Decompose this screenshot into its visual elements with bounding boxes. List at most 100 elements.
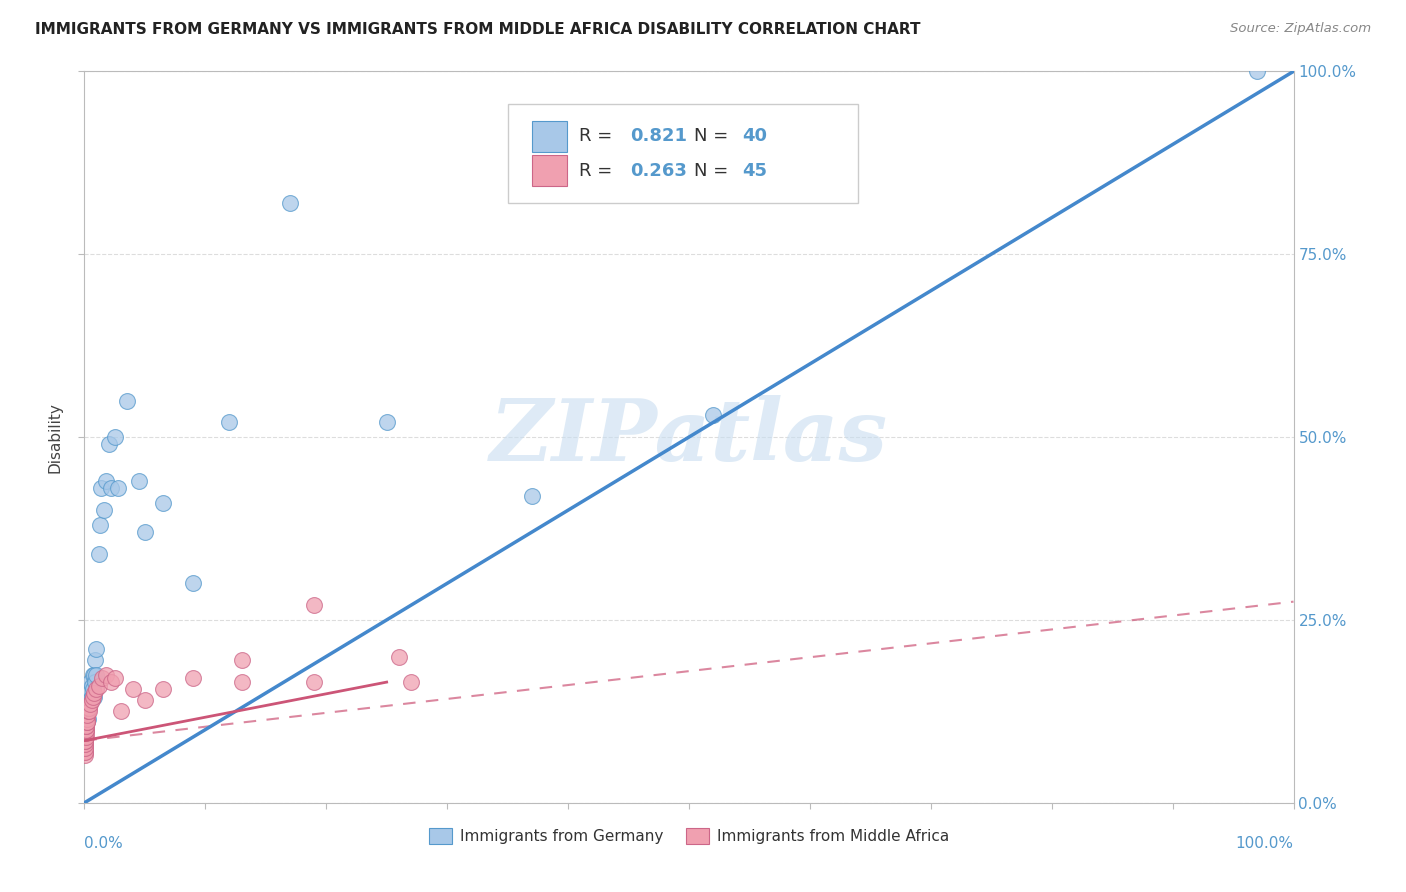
- Point: [110, 705, 132, 719]
- Point: [82, 690, 104, 704]
- Point: [75, 730, 97, 744]
- Text: 0.821: 0.821: [630, 128, 686, 145]
- Point: [218, 416, 240, 430]
- Text: Source: ZipAtlas.com: Source: ZipAtlas.com: [1230, 22, 1371, 36]
- Point: [73, 745, 96, 759]
- Point: [520, 489, 543, 503]
- Point: [91, 672, 114, 686]
- Point: [93, 503, 115, 517]
- Point: [82, 667, 104, 681]
- Point: [134, 525, 156, 540]
- Point: [76, 708, 98, 723]
- Point: [79, 697, 101, 711]
- Point: [73, 745, 96, 759]
- Point: [83, 686, 105, 700]
- Point: [77, 700, 100, 714]
- Point: [73, 748, 96, 763]
- Point: [702, 408, 724, 422]
- Point: [107, 481, 129, 495]
- Point: [75, 740, 97, 755]
- Point: [77, 712, 100, 726]
- Point: [89, 517, 111, 532]
- Point: [80, 690, 103, 704]
- Point: [181, 672, 204, 686]
- Point: [77, 705, 100, 719]
- Point: [77, 705, 100, 719]
- FancyBboxPatch shape: [531, 155, 567, 186]
- Point: [100, 481, 122, 495]
- Text: 0.263: 0.263: [630, 161, 686, 180]
- Point: [231, 653, 253, 667]
- FancyBboxPatch shape: [508, 104, 858, 203]
- Point: [77, 700, 100, 714]
- Point: [82, 682, 104, 697]
- Point: [97, 437, 120, 451]
- Point: [86, 642, 108, 657]
- Point: [77, 693, 100, 707]
- Text: R =: R =: [579, 128, 617, 145]
- Text: N =: N =: [693, 128, 734, 145]
- Point: [75, 730, 97, 744]
- Point: [76, 715, 98, 730]
- Y-axis label: Disability: Disability: [48, 401, 63, 473]
- Point: [73, 737, 96, 751]
- Point: [79, 675, 101, 690]
- Point: [181, 576, 204, 591]
- Point: [388, 649, 411, 664]
- Point: [75, 700, 97, 714]
- Point: [121, 682, 143, 697]
- Point: [83, 667, 105, 681]
- Point: [90, 481, 112, 495]
- Point: [87, 547, 110, 561]
- Point: [77, 682, 100, 697]
- Point: [75, 733, 97, 747]
- Point: [75, 737, 97, 751]
- Point: [84, 675, 107, 690]
- Point: [75, 712, 97, 726]
- Point: [399, 675, 422, 690]
- Point: [76, 708, 98, 723]
- Legend: Immigrants from Germany, Immigrants from Middle Africa: Immigrants from Germany, Immigrants from…: [423, 822, 955, 850]
- Point: [75, 723, 97, 737]
- Point: [278, 196, 301, 211]
- Point: [1246, 64, 1268, 78]
- Point: [76, 715, 98, 730]
- Point: [84, 653, 107, 667]
- Point: [75, 719, 97, 733]
- Point: [76, 693, 98, 707]
- Point: [152, 682, 174, 697]
- Point: [100, 675, 122, 690]
- Text: 40: 40: [742, 128, 768, 145]
- Text: R =: R =: [579, 161, 617, 180]
- Point: [83, 690, 105, 704]
- Text: 100.0%: 100.0%: [1236, 836, 1294, 851]
- Point: [86, 667, 108, 681]
- Point: [302, 599, 325, 613]
- Point: [231, 675, 253, 690]
- Point: [75, 726, 97, 740]
- Point: [104, 672, 127, 686]
- Text: 0.0%: 0.0%: [84, 836, 124, 851]
- Point: [75, 733, 97, 747]
- Point: [302, 675, 325, 690]
- Point: [134, 693, 156, 707]
- Point: [104, 430, 127, 444]
- Point: [76, 712, 98, 726]
- Point: [73, 740, 96, 755]
- Point: [87, 679, 110, 693]
- Point: [80, 693, 103, 707]
- Point: [75, 723, 97, 737]
- Text: 45: 45: [742, 161, 768, 180]
- Text: IMMIGRANTS FROM GERMANY VS IMMIGRANTS FROM MIDDLE AFRICA DISABILITY CORRELATION : IMMIGRANTS FROM GERMANY VS IMMIGRANTS FR…: [35, 22, 921, 37]
- Point: [152, 496, 174, 510]
- Point: [94, 474, 117, 488]
- Point: [115, 393, 138, 408]
- Point: [375, 416, 398, 430]
- Text: N =: N =: [693, 161, 734, 180]
- Point: [75, 719, 97, 733]
- Point: [128, 474, 150, 488]
- Point: [77, 700, 100, 714]
- Text: ZIPatlas: ZIPatlas: [489, 395, 889, 479]
- Point: [94, 667, 117, 681]
- FancyBboxPatch shape: [531, 121, 567, 152]
